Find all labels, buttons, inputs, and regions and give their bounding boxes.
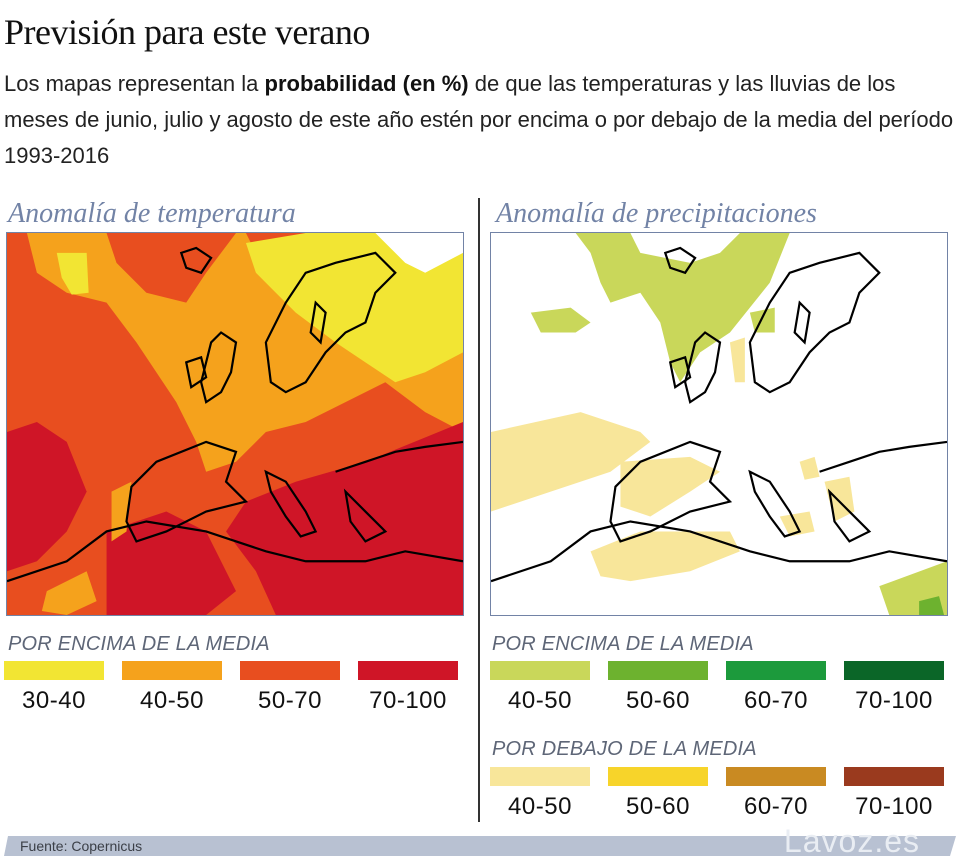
intro-text-start: Los mapas representan la <box>4 71 265 96</box>
legend-label: 60-70 <box>744 687 808 714</box>
precip-below-40-50-ionian <box>779 511 815 537</box>
temp-zone-70-100-east <box>226 422 463 615</box>
source-credit: Fuente: Copernicus <box>20 838 143 854</box>
precip-below-40-50-baltic <box>729 337 745 383</box>
legend-swatch <box>608 661 708 680</box>
legend-swatch <box>122 661 222 680</box>
legend-swatch <box>844 767 944 786</box>
legend-item-40-50: 40-50 <box>122 661 222 716</box>
page-title: Previsión para este verano <box>4 12 370 52</box>
legend-label: 70-100 <box>855 687 933 714</box>
brand-logo: Lavoz.es <box>783 823 920 859</box>
legend-label: 70-100 <box>369 687 447 714</box>
temperature-legend-above: 30-40 40-50 50-70 70-100 <box>4 661 458 716</box>
legend-swatch <box>240 661 340 680</box>
intro-text: Los mapas representan la probabilidad (e… <box>4 66 954 174</box>
legend-item-below-60-70: 60-70 <box>726 767 826 822</box>
legend-swatch <box>358 661 458 680</box>
temp-zone-30-40-scandinavia <box>245 233 463 383</box>
temp-zone-70-100-west <box>7 422 87 572</box>
legend-item-below-50-60: 50-60 <box>608 767 708 822</box>
legend-swatch <box>490 661 590 680</box>
precipitation-legend-below-heading: POR DEBAJO DE LA MEDIA <box>492 738 757 760</box>
temp-zone-70-100-africa <box>106 511 236 615</box>
coastlines <box>7 246 463 583</box>
precip-below-40-50-greece <box>824 476 855 522</box>
legend-item-above-50-60: 50-60 <box>608 661 708 716</box>
legend-item-below-70-100: 70-100 <box>844 767 944 822</box>
precipitation-legend-above-heading: POR ENCIMA DE LA MEDIA <box>492 633 754 655</box>
temp-zone-40-50-morocco <box>41 571 97 615</box>
legend-item-70-100: 70-100 <box>358 661 458 716</box>
panel-divider <box>478 198 480 822</box>
precipitation-panel-title: Anomalía de precipitaciones <box>496 198 817 229</box>
precipitation-legend-below: 40-50 50-60 60-70 70-100 <box>490 767 944 822</box>
legend-label: 40-50 <box>508 687 572 714</box>
precip-below-40-50-atlantic <box>491 412 651 512</box>
temp-zone-none-arctic <box>375 233 463 273</box>
footer: Fuente: Copernicus Lavoz.es <box>0 824 960 858</box>
legend-item-above-60-70: 60-70 <box>726 661 826 716</box>
precip-below-40-50-africa <box>590 531 740 582</box>
temperature-panel-title: Anomalía de temperatura <box>8 198 296 229</box>
legend-item-30-40: 30-40 <box>4 661 104 716</box>
precip-below-40-50-iberia <box>620 456 720 517</box>
legend-item-above-70-100: 70-100 <box>844 661 944 716</box>
legend-item-below-40-50: 40-50 <box>490 767 590 822</box>
intro-text-bold: probabilidad (en %) <box>264 71 469 96</box>
temperature-anomaly-map <box>6 232 464 616</box>
precip-above-40-50-atlantic <box>530 307 591 333</box>
footer-band <box>4 836 956 856</box>
precipitation-map-graphic <box>491 233 947 615</box>
legend-swatch <box>726 661 826 680</box>
legend-swatch <box>490 767 590 786</box>
legend-swatch <box>608 767 708 786</box>
legend-label: 30-40 <box>22 687 86 714</box>
precip-above-40-50-north-atlantic <box>575 233 790 383</box>
temperature-legend-above-heading: POR ENCIMA DE LA MEDIA <box>8 633 270 655</box>
legend-swatch <box>844 661 944 680</box>
intro-text-end: de que las temperaturas y las lluvias de… <box>4 71 954 168</box>
legend-label: 70-100 <box>855 793 933 820</box>
legend-item-above-40-50: 40-50 <box>490 661 590 716</box>
precip-above-50-60-middle-east <box>919 596 945 615</box>
legend-label: 50-60 <box>626 793 690 820</box>
precip-above-40-50-norway <box>749 307 775 333</box>
precip-below-40-50-balkans <box>799 456 820 480</box>
coastlines <box>491 246 947 583</box>
legend-swatch <box>726 767 826 786</box>
legend-item-50-70: 50-70 <box>240 661 340 716</box>
legend-label: 50-70 <box>258 687 322 714</box>
precipitation-anomaly-map <box>490 232 948 616</box>
temperature-map-graphic <box>7 233 463 615</box>
legend-label: 50-60 <box>626 687 690 714</box>
temp-zone-30-40-atlantic <box>56 252 89 295</box>
legend-label: 60-70 <box>744 793 808 820</box>
legend-swatch <box>4 661 104 680</box>
legend-label: 40-50 <box>508 793 572 820</box>
legend-label: 40-50 <box>140 687 204 714</box>
precipitation-legend-above: 40-50 50-60 60-70 70-100 <box>490 661 944 716</box>
